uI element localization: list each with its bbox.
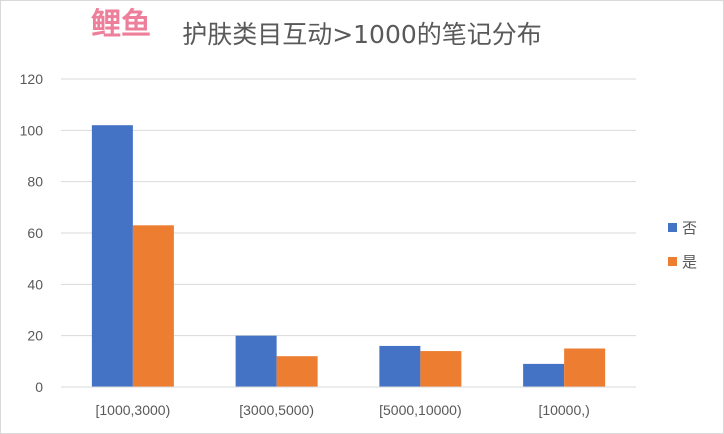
y-tick-label: 120	[20, 71, 44, 87]
bar-否-2	[379, 345, 421, 387]
legend-swatch	[668, 223, 677, 232]
x-tick-label: [5000,10000)	[379, 402, 462, 418]
y-tick-label: 100	[20, 122, 44, 138]
y-tick-label: 40	[27, 276, 43, 292]
bar-是-0	[132, 225, 174, 387]
watermark-text: 鲤鱼	[91, 7, 151, 41]
bar-否-0	[91, 125, 133, 387]
y-tick-label: 60	[27, 225, 43, 241]
x-tick-label: [3000,5000)	[239, 402, 314, 418]
watermark-logo: 鲤鱼	[91, 7, 151, 41]
bar-否-3	[523, 363, 565, 387]
bar-否-1	[235, 335, 277, 387]
bar-是-2	[420, 351, 462, 387]
x-tick-label: [1000,3000)	[96, 402, 171, 418]
legend-label: 否	[682, 219, 697, 237]
chart-title: 护肤类目互动>1000的笔记分布	[182, 20, 542, 49]
legend-label: 是	[682, 253, 697, 271]
bar-是-3	[564, 348, 606, 387]
bar-是-1	[276, 356, 318, 387]
x-tick-label: [10000,)	[538, 402, 589, 418]
y-tick-label: 20	[27, 328, 43, 344]
y-tick-label: 80	[27, 174, 43, 190]
legend-swatch	[668, 257, 677, 266]
y-tick-label: 0	[35, 379, 43, 395]
